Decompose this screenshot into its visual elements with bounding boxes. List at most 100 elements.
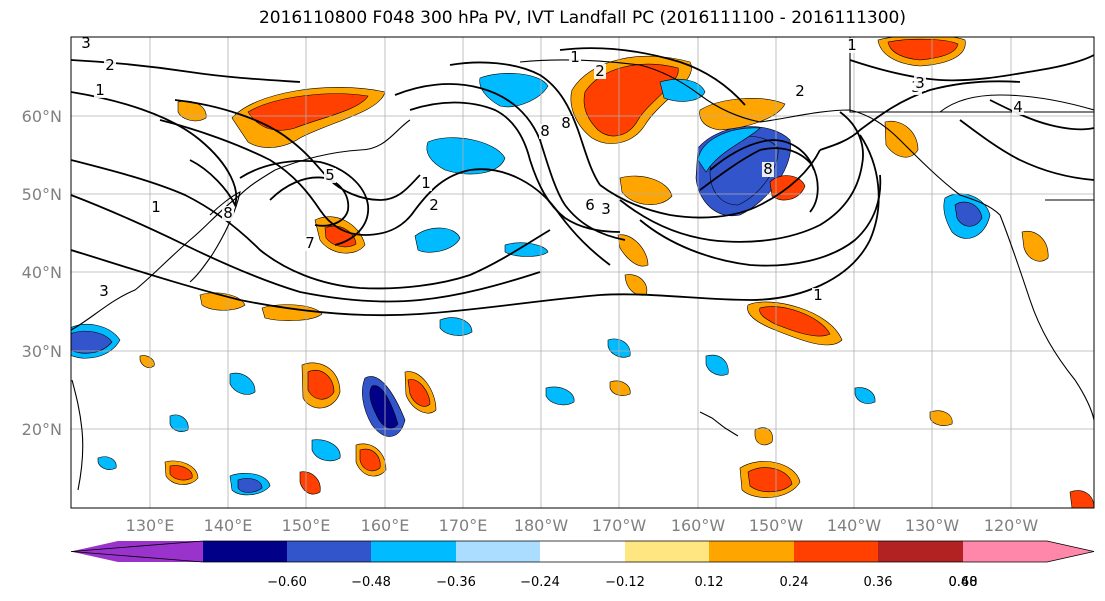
contour-label-bg xyxy=(150,200,162,215)
colorbar-segment xyxy=(203,541,287,562)
map-panel: 32138512721188638323411 xyxy=(70,36,1095,509)
anomaly-region xyxy=(759,306,831,337)
colorbar-segment xyxy=(540,541,625,562)
lat-lon-grid xyxy=(71,37,1094,508)
lon-tick-label: 140°E xyxy=(204,516,253,535)
contour-label: 2 xyxy=(795,82,805,100)
lat-tick-label: 40°N xyxy=(22,263,62,282)
anomaly-region xyxy=(1021,230,1049,262)
contour-label-bg xyxy=(324,168,336,183)
anomaly-region xyxy=(504,242,549,257)
lon-tick-label: 130°W xyxy=(905,516,960,535)
lon-tick-label: 120°W xyxy=(984,516,1039,535)
contour-label-bg xyxy=(304,236,316,251)
contour-label-bg xyxy=(80,37,92,51)
contour-label: 2 xyxy=(105,56,115,74)
colorbar-tick-label: 0.12 xyxy=(695,575,724,590)
coastline xyxy=(189,191,241,283)
contour-label: 8 xyxy=(763,160,773,178)
contour-label: 5 xyxy=(325,166,335,184)
contour-label: 2 xyxy=(595,62,605,80)
anomaly-region xyxy=(311,439,341,462)
anomaly-region xyxy=(884,120,919,158)
contour-line xyxy=(449,61,601,186)
anomaly-region xyxy=(414,227,461,253)
anomaly-region xyxy=(307,370,335,400)
contour-label: 1 xyxy=(813,286,823,304)
anomaly-region xyxy=(139,355,155,368)
lon-tick-label: 150°E xyxy=(282,516,331,535)
colorbar-segment xyxy=(878,541,963,562)
map-border xyxy=(70,36,1095,509)
lon-tick-label: 180°W xyxy=(514,516,569,535)
contour-line xyxy=(849,54,1094,82)
contour-label-bg xyxy=(104,58,116,73)
contour-line xyxy=(71,91,238,208)
anomaly-region xyxy=(439,317,473,336)
lon-tick-label: 170°E xyxy=(439,516,488,535)
anomaly-region xyxy=(619,175,673,205)
colorbar-segment xyxy=(794,541,878,562)
colorbar-tick-label: 0.36 xyxy=(864,575,893,590)
lon-tick-label: 150°W xyxy=(749,516,804,535)
contour-label-bg xyxy=(762,162,774,177)
colorbar-segment xyxy=(709,541,794,562)
colorbar-segment xyxy=(625,541,709,562)
colorbar-tick-label: −0.48 xyxy=(351,575,391,590)
contour-line xyxy=(71,134,880,317)
contour-label: 3 xyxy=(99,282,109,300)
contour-label: 2 xyxy=(429,196,439,214)
contour-label-bg xyxy=(914,76,926,91)
contour-label-bg xyxy=(560,116,572,131)
contour-labels: 32138512721188638323411 xyxy=(80,37,1024,304)
contour-label: 7 xyxy=(305,234,315,252)
coastline xyxy=(939,94,1094,113)
pv-contours xyxy=(71,47,1094,317)
lat-tick-label: 30°N xyxy=(22,342,62,361)
contour-label: 8 xyxy=(540,122,550,140)
contour-line xyxy=(599,149,821,219)
contour-label: 6 xyxy=(585,196,595,214)
latitude-labels: 60°N 50°N 40°N 30°N 20°N xyxy=(22,107,62,439)
longitude-labels: 130°E 140°E 150°E 160°E 170°E 180°W 170°W 160°W… xyxy=(126,516,1039,535)
colorbar-segment xyxy=(287,541,371,562)
contour-line xyxy=(639,174,882,267)
contour-label-bg xyxy=(584,198,596,213)
colorbar-tick-label: 0.24 xyxy=(780,575,809,590)
colorbar-tick-label: −0.60 xyxy=(267,575,307,590)
lat-tick-label: 20°N xyxy=(22,420,62,439)
colorbar-tick-label: 0.48 xyxy=(949,575,978,590)
contour-label-bg xyxy=(846,38,858,53)
anomaly-region xyxy=(659,79,706,102)
lon-tick-label: 140°W xyxy=(827,516,882,535)
anomaly-region xyxy=(97,456,117,470)
coastline xyxy=(71,169,276,331)
contour-label: 1 xyxy=(570,48,580,66)
anomaly-region xyxy=(369,385,399,429)
contour-label: 1 xyxy=(151,198,161,216)
contour-line xyxy=(394,83,626,241)
colorbar-tick-label: −0.36 xyxy=(436,575,476,590)
lat-tick-label: 50°N xyxy=(22,185,62,204)
anomaly-region xyxy=(699,98,786,131)
contour-line xyxy=(559,47,746,106)
coastline xyxy=(274,119,411,171)
contour-label-bg xyxy=(600,202,612,217)
contour-label-bg xyxy=(569,50,581,65)
coastline xyxy=(71,379,84,491)
contour-line xyxy=(269,176,350,227)
contour-label: 3 xyxy=(601,200,611,218)
anomaly-region xyxy=(324,225,357,248)
coastline xyxy=(759,109,1001,216)
anomaly-region xyxy=(479,73,549,108)
contour-line xyxy=(71,194,541,303)
anomaly-region xyxy=(887,38,959,61)
lat-tick-label: 60°N xyxy=(22,107,62,126)
contour-label-bg xyxy=(539,124,551,139)
contour-line xyxy=(989,99,1094,131)
anomaly-region xyxy=(237,478,263,493)
contour-line xyxy=(699,147,819,213)
anomaly-region xyxy=(747,467,793,493)
contour-line xyxy=(819,80,1021,151)
anomaly-region xyxy=(71,330,113,354)
